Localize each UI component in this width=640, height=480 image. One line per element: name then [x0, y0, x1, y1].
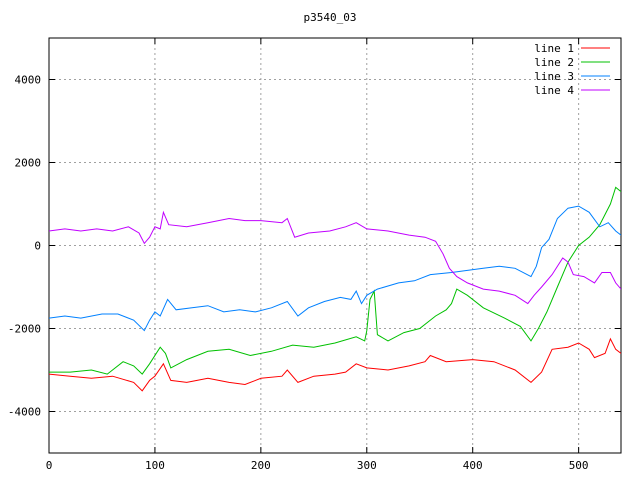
y-tick-label: -4000: [8, 406, 41, 419]
series-line-4: [49, 210, 621, 305]
grid-lines: [49, 38, 621, 453]
x-tick-label: 100: [145, 459, 165, 472]
x-tick-label: 400: [463, 459, 483, 472]
series-line-1: [49, 337, 621, 392]
x-tick-label: 0: [46, 459, 53, 472]
chart-title: p3540_03: [304, 11, 357, 24]
x-tick-label: 200: [251, 459, 271, 472]
y-tick-label: 2000: [15, 157, 42, 170]
y-tick-label: 0: [34, 240, 41, 253]
series-line-3: [49, 205, 621, 332]
y-tick-label: -2000: [8, 323, 41, 336]
axis-ticks: 0 100 200 300 400 500 -4000 -2000 0 2000 4000: [8, 38, 621, 472]
x-tick-label: 500: [569, 459, 589, 472]
y-tick-label: 4000: [15, 74, 42, 87]
legend-label: line 2: [534, 56, 574, 69]
series-layer: [49, 186, 621, 392]
x-tick-label: 300: [357, 459, 377, 472]
legend-label: line 1: [534, 42, 574, 55]
legend-label: line 3: [534, 70, 574, 83]
legend-label: line 4: [534, 84, 574, 97]
